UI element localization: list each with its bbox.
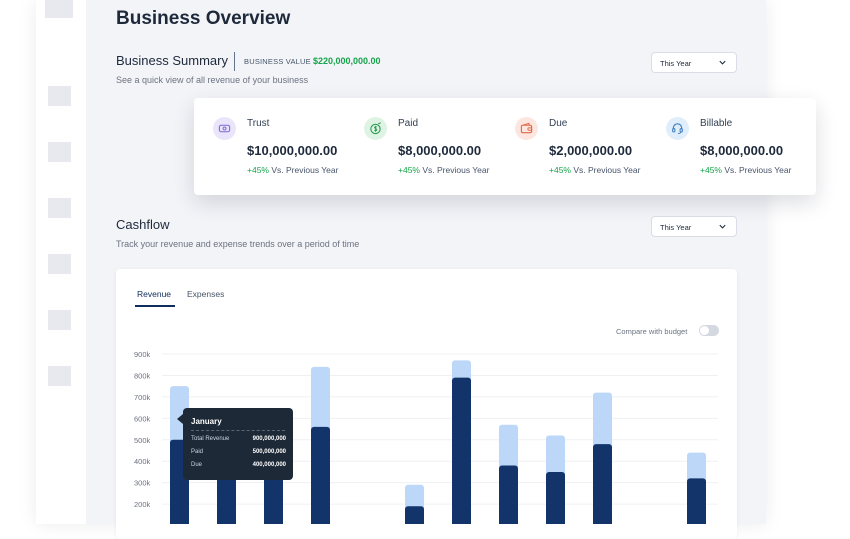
cashflow-period-value: This Year [660,223,692,232]
metric-billable: Billable $8,000,000.00 +45% Vs. Previous… [647,98,797,195]
tooltip-row-value: 500,000,000 [252,449,286,455]
sidebar-item[interactable] [48,86,71,106]
y-tick-label: 300k [134,479,151,488]
active-tab-indicator [135,305,175,307]
tooltip-row-label: Paid [191,449,204,455]
cashflow-title: Cashflow [116,217,170,232]
sidebar-item[interactable] [48,198,71,218]
metric-value: $8,000,000.00 [700,143,784,158]
business-summary-title: Business Summary [116,53,228,68]
tooltip-row: Paid 500,000,000 [191,449,286,459]
bar-segment-lower[interactable] [452,377,471,524]
y-tick-label: 700k [134,393,151,402]
metric-change-text: Vs. Previous Year [422,165,490,175]
y-tick-label: 200k [134,500,151,509]
metric-name: Trust [247,118,270,129]
bar-segment-lower[interactable] [687,478,706,524]
metric-change: +45% Vs. Previous Year [549,165,640,175]
metric-value: $8,000,000.00 [398,143,482,158]
compare-budget-toggle[interactable] [699,325,719,336]
tooltip-row-value: 400,000,000 [252,462,286,468]
sidebar-logo[interactable] [45,0,73,18]
tooltip-row: Total Revenue 900,000,000 [191,436,286,446]
y-tick-label: 900k [134,350,151,359]
metric-change-text: Vs. Previous Year [573,165,641,175]
tab-revenue[interactable]: Revenue [137,289,172,299]
left-sidebar [36,0,86,524]
sidebar-item[interactable] [48,310,71,330]
tooltip-row-label: Due [191,462,203,468]
bar-segment-lower[interactable] [593,444,612,524]
sidebar-item[interactable] [48,254,71,274]
y-tick-label: 600k [134,414,151,423]
metric-change: +45% Vs. Previous Year [247,165,338,175]
tooltip-divider [191,430,285,431]
metric-name: Paid [398,118,419,129]
metric-change-pct: +45% [247,165,269,175]
tooltip-title: January [191,417,222,426]
bar-segment-lower[interactable] [311,426,330,524]
cashflow-period-select[interactable]: This Year [651,216,737,237]
toggle-knob [700,326,709,335]
metric-value: $10,000,000.00 [247,143,338,158]
support-icon [666,117,689,140]
metric-change-pct: +45% [398,165,420,175]
dollar-target-icon [364,117,387,140]
chevron-down-icon [719,60,726,65]
chart-tooltip: January Total Revenue 900,000,000 Paid 5… [177,408,293,480]
metric-name: Billable [700,118,733,129]
metric-change-text: Vs. Previous Year [271,165,339,175]
y-tick-label: 400k [134,457,151,466]
page-title: Business Overview [116,8,291,29]
metric-due: Due $2,000,000.00 +45% Vs. Previous Year [496,98,646,195]
bar-segment-lower[interactable] [217,471,236,524]
business-value: $220,000,000.00 [313,56,381,66]
y-tick-label: 800k [134,371,151,380]
metric-paid: Paid $8,000,000.00 +45% Vs. Previous Yea… [345,98,495,195]
tooltip-row-label: Total Revenue [191,436,230,442]
tab-expenses[interactable]: Expenses [187,289,225,299]
divider [234,52,235,71]
business-summary-subtitle: See a quick view of all revenue of your … [116,75,309,85]
wallet-icon [515,117,538,140]
business-value-label: BUSINESS VALUE [244,57,311,66]
tooltip-row-value: 900,000,000 [252,436,286,442]
y-tick-label: 500k [134,436,151,445]
summary-period-value: This Year [660,59,692,68]
metric-change-pct: +45% [549,165,571,175]
metric-change-text: Vs. Previous Year [724,165,792,175]
bar-segment-lower[interactable] [546,471,565,524]
cashflow-subtitle: Track your revenue and expense trends ov… [116,239,360,249]
metric-change: +45% Vs. Previous Year [700,165,791,175]
chevron-down-icon [719,224,726,229]
metric-name: Due [549,118,568,129]
compare-budget-label: Compare with budget [616,327,688,336]
sidebar-item[interactable] [48,366,71,386]
revenue-chart: 900k 800k 700k 600k 500k 400k 300k 200k [134,350,718,524]
metric-value: $2,000,000.00 [549,143,633,158]
tooltip-row: Due 400,000,000 [191,462,286,472]
summary-card: Trust $10,000,000.00 +45% Vs. Previous Y… [194,98,816,195]
bar-segment-lower[interactable] [405,506,424,524]
cash-icon [213,117,236,140]
bar-segment-lower[interactable] [499,465,518,524]
metric-trust: Trust $10,000,000.00 +45% Vs. Previous Y… [194,98,344,195]
summary-period-select[interactable]: This Year [651,52,737,73]
bar-segment-lower[interactable] [264,465,283,524]
metric-change-pct: +45% [700,165,722,175]
sidebar-item[interactable] [48,142,71,162]
metric-change: +45% Vs. Previous Year [398,165,489,175]
